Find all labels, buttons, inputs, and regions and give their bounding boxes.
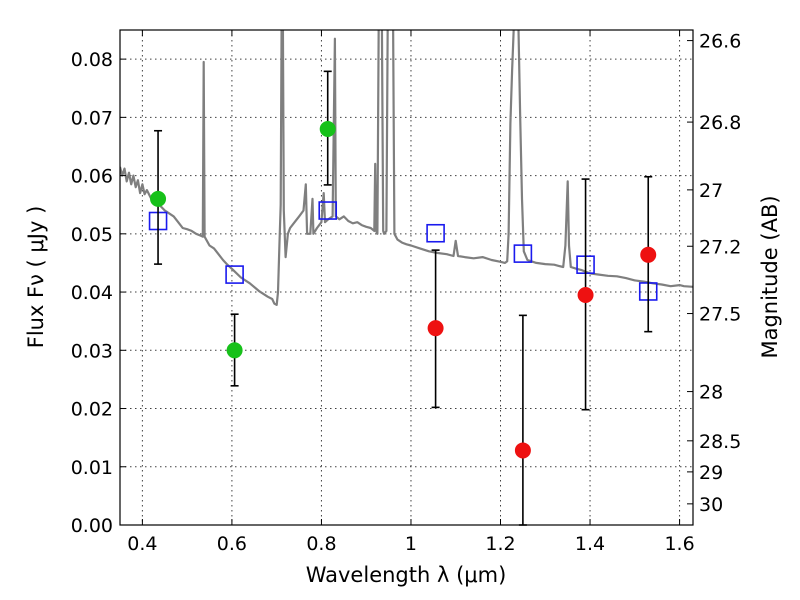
model-spectrum xyxy=(120,30,693,306)
x-tick-label: 1.2 xyxy=(485,533,515,555)
x-tick-label: 1.6 xyxy=(664,533,694,555)
y-tick-label: 0.07 xyxy=(71,107,113,129)
y2-axis-label: Magnitude (AB) xyxy=(758,195,782,358)
axis-ticks: 0.4 0.6 0.8 1 1.2 1.4 1.6 0.00 0.01 0.02 0.03 0.04 0… xyxy=(71,30,741,555)
model-flux-square xyxy=(318,201,338,220)
observed-flux-point xyxy=(427,320,444,337)
y-tick-label: 0.02 xyxy=(71,399,113,421)
x-tick-label: 0.6 xyxy=(217,533,247,555)
x-tick-label: 0.4 xyxy=(127,533,157,555)
y-tick-label: 0.03 xyxy=(71,340,113,362)
y2-tick-label: 27.2 xyxy=(699,236,741,258)
observed-flux-point xyxy=(577,286,594,303)
y2-tick-label: 28 xyxy=(699,382,723,404)
y-axis-label: Flux Fν ( μJy ) xyxy=(24,206,48,349)
x-axis-label: Wavelength λ (μm) xyxy=(306,563,507,587)
y-tick-label: 0.01 xyxy=(71,457,113,479)
y2-tick-label: 27 xyxy=(699,180,723,202)
y-tick-label: 0.08 xyxy=(71,49,113,71)
y2-tick-label: 29 xyxy=(699,462,723,484)
y2-tick-label: 26.8 xyxy=(699,112,741,134)
x-tick-label: 1 xyxy=(405,533,417,555)
y2-tick-label: 26.6 xyxy=(699,31,741,53)
y2-tick-label: 30 xyxy=(699,494,723,516)
observed-flux-point xyxy=(319,121,336,137)
y-tick-label: 0.04 xyxy=(71,282,113,304)
y2-tick-label: 27.5 xyxy=(699,304,741,326)
model-flux-square xyxy=(426,223,445,243)
x-tick-label: 0.8 xyxy=(306,533,336,555)
observed-flux-point xyxy=(226,342,243,359)
y-tick-label: 0.00 xyxy=(71,515,113,537)
spectrum-line xyxy=(120,30,693,306)
y2-tick-label: 28.5 xyxy=(699,431,741,453)
observed-flux-point xyxy=(640,246,657,263)
observed-flux-point xyxy=(150,190,167,207)
x-tick-label: 1.4 xyxy=(575,533,605,555)
photometry-markers xyxy=(148,70,658,526)
y-tick-label: 0.05 xyxy=(71,224,113,246)
model-flux-square xyxy=(225,265,244,284)
model-flux-square xyxy=(513,244,533,263)
y-tick-label: 0.06 xyxy=(71,166,113,188)
plot-frame xyxy=(119,29,694,526)
observed-flux-point xyxy=(514,442,531,459)
